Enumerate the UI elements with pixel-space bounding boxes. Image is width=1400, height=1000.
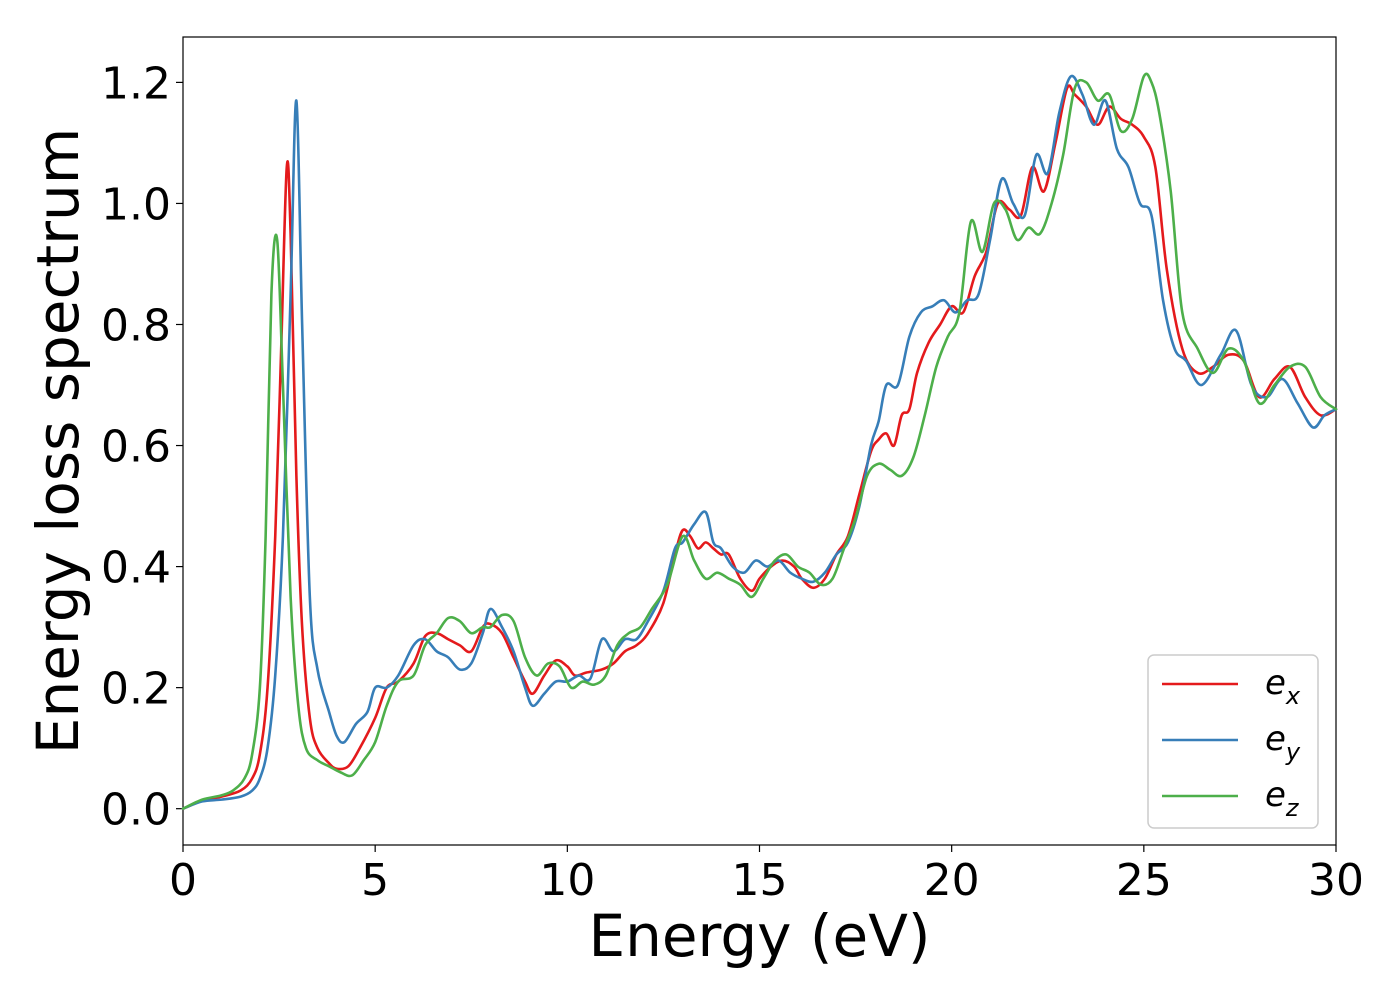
y-tick-label: 0.6 [101,422,171,473]
plot-area [182,36,1337,846]
legend-label-subscript: z [1285,794,1300,822]
legend-label-subscript: y [1285,738,1301,766]
legend-label-subscript: x [1285,682,1301,710]
y-axis-title: Energy loss spectrum [24,128,92,754]
x-tick-label: 15 [732,855,788,906]
series-lines [181,72,1338,810]
legend-label-z: ez [1265,775,1300,822]
legend-box [1147,654,1319,829]
y-tick-label: 0.2 [101,664,171,715]
series-line-y [181,74,1338,810]
y-tick-label: 0.4 [101,543,171,594]
y-tick-label: 0.0 [101,785,171,836]
legend-label-base: e [1265,663,1286,703]
x-axis-ticks: 0 5 10 15 20 25 30 [169,845,1364,906]
x-tick-label: 25 [1116,855,1172,906]
y-tick-label: 1.0 [101,179,171,230]
x-tick-label: 5 [361,855,389,906]
legend-label-x: ex [1265,663,1301,710]
x-tick-label: 0 [169,855,197,906]
y-tick-label: 1.2 [101,58,171,109]
x-tick-label: 30 [1308,855,1364,906]
legend-label-base: e [1265,775,1286,815]
x-tick-label: 10 [539,855,595,906]
x-axis-title: Energy (eV) [588,902,930,970]
y-axis-ticks: 0.0 0.2 0.4 0.6 0.8 1.0 1.2 [101,58,183,836]
series-line-x [181,84,1338,810]
y-tick-label: 0.8 [101,300,171,351]
legend-label-y: ey [1265,719,1301,766]
legend-label-base: e [1265,719,1286,759]
series-line-z [181,72,1338,810]
x-tick-label: 20 [924,855,980,906]
